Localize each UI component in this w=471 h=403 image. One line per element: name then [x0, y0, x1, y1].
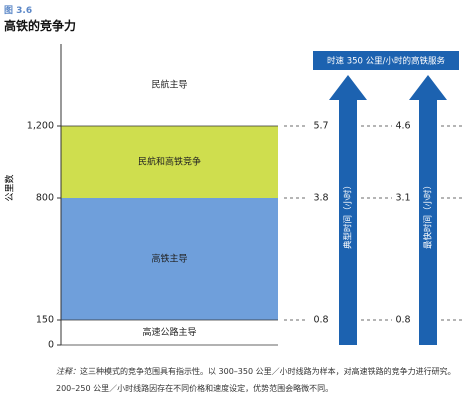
typical-time-value: 0.8 [313, 315, 328, 326]
air-rail-zone-band [61, 126, 278, 198]
arrow-shape [409, 75, 447, 345]
air-zone-label: 民航主导 [151, 79, 187, 91]
typical-time-value: 5.7 [313, 121, 328, 132]
time-values: 5.7 3.8 0.8 4.6 3.1 0.8 [313, 121, 410, 326]
y-tick-label: 0 [48, 340, 54, 351]
y-tick-label: 150 [36, 315, 54, 326]
y-tick-label: 800 [36, 193, 54, 204]
arrow-label: 最快时间（小时） [423, 181, 434, 249]
y-tick-label: 1,200 [27, 121, 54, 132]
footnote: 注释：这三种模式的竞争范围具有指示性。以 300–350 公里／小时线路为样本，… [56, 363, 461, 397]
fastest-time-value: 0.8 [395, 315, 410, 326]
header-box-group: 时速 350 公里/小时的高铁服务 [313, 51, 459, 70]
header-text: 时速 350 公里/小时的高铁服务 [327, 56, 445, 67]
air-rail-zone-label: 民航和高铁竞争 [138, 156, 201, 168]
figure-title: 高铁的竞争力 [4, 19, 77, 33]
footnote-text: 这三种模式的竞争范围具有指示性。以 300–350 公里／小时线路为样本，对高速… [56, 367, 456, 393]
typical-time-value: 3.8 [313, 193, 328, 204]
time-arrows: 典型时间（小时） 最快时间（小时） [329, 75, 447, 345]
fastest-time-arrow: 最快时间（小时） [409, 75, 447, 345]
footnote-prefix: 注释： [56, 367, 80, 376]
rail-zone-band [61, 198, 278, 320]
arrow-label: 典型时间（小时） [343, 181, 354, 249]
y-axis-title: 公里数 [4, 174, 16, 201]
typical-time-arrow: 典型时间（小时） [329, 75, 367, 345]
figure-number: 图 3.6 [4, 6, 33, 16]
fastest-time-value: 3.1 [395, 193, 410, 204]
header-box [313, 51, 459, 70]
y-axis-title-group: 公里数 [4, 174, 16, 201]
arrow-label-group: 最快时间（小时） [423, 181, 434, 249]
arrow-shape [329, 75, 367, 345]
dashed-guide-lines [284, 125, 462, 321]
arrow-label-group: 典型时间（小时） [343, 181, 354, 249]
rail-zone-label: 高铁主导 [151, 253, 187, 265]
highway-zone-label: 高速公路主导 [142, 326, 196, 338]
fastest-time-value: 4.6 [395, 121, 410, 132]
y-axis: 0 150 800 1,200 [27, 44, 278, 351]
